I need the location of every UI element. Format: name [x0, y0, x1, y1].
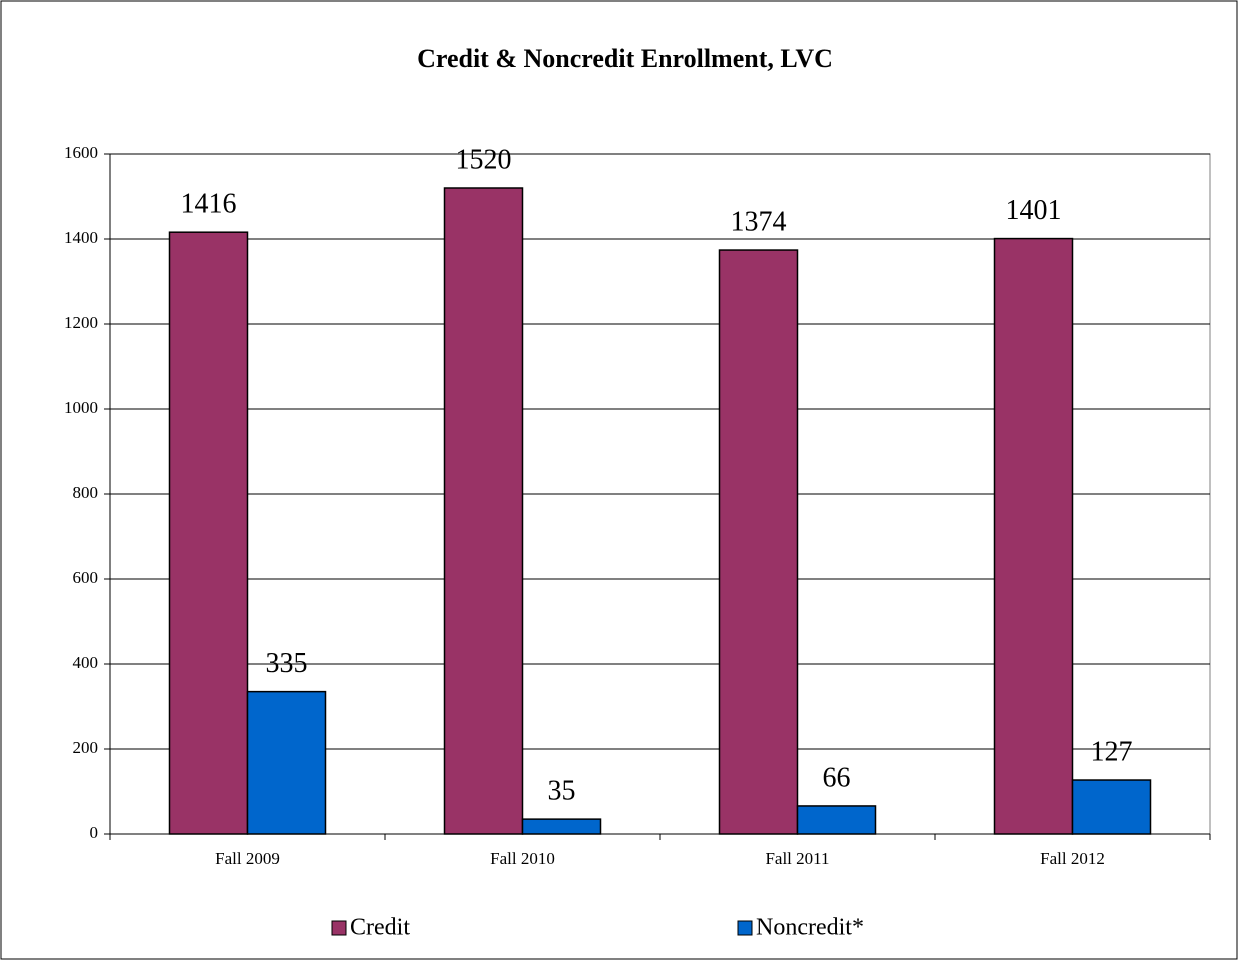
x-tick-label: Fall 2011: [765, 849, 829, 868]
chart-title: Credit & Noncredit Enrollment, LVC: [417, 44, 833, 73]
bar: [993, 237, 1074, 835]
value-label: 66: [823, 762, 851, 793]
x-tick-label: Fall 2010: [490, 849, 555, 868]
y-tick-label: 0: [90, 823, 99, 842]
value-label: 1374: [731, 206, 787, 237]
y-tick-label: 800: [73, 483, 99, 502]
bar: [718, 249, 799, 835]
x-tick-label: Fall 2009: [215, 849, 280, 868]
y-tick-label: 1000: [64, 398, 98, 417]
bar: [246, 690, 327, 835]
y-tick-label: 1600: [64, 143, 98, 162]
y-tick-label: 1200: [64, 313, 98, 332]
value-label: 35: [548, 776, 576, 807]
x-tick-label: Fall 2012: [1040, 849, 1105, 868]
bar: [1071, 779, 1152, 835]
value-label: 1520: [456, 144, 512, 175]
legend-swatch: [331, 920, 347, 936]
legend-swatch: [737, 920, 753, 936]
bar: [443, 187, 524, 835]
legend-label: Credit: [350, 915, 410, 941]
y-tick-label: 200: [73, 738, 99, 757]
y-tick-label: 1400: [64, 228, 98, 247]
bar: [168, 231, 249, 835]
legend-label: Noncredit*: [756, 915, 864, 941]
bar: [521, 818, 602, 835]
value-label: 1416: [181, 189, 237, 220]
value-label: 335: [266, 648, 308, 679]
value-label: 127: [1091, 736, 1133, 767]
bar: [796, 805, 877, 835]
value-label: 1401: [1006, 195, 1062, 226]
y-tick-label: 400: [73, 653, 99, 672]
y-tick-label: 600: [73, 568, 99, 587]
